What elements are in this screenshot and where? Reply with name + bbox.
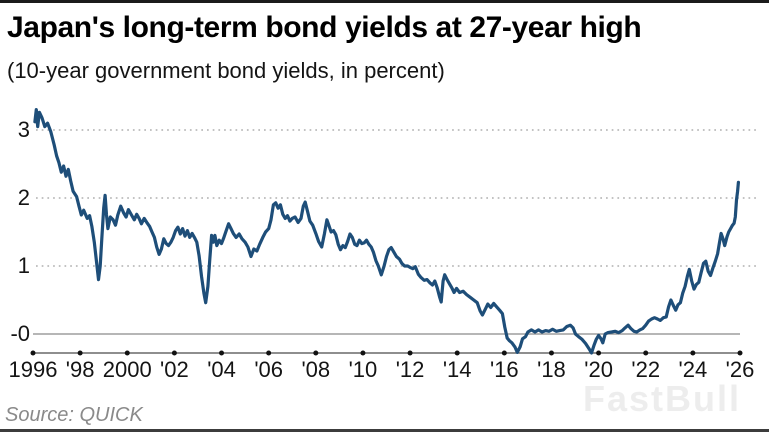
fastbull-watermark: FastBull (583, 378, 742, 419)
x-tick-label: '14 (442, 357, 472, 382)
axis-tick-dot (596, 350, 602, 356)
axis-tick-dot (501, 350, 507, 356)
top-border (0, 0, 769, 3)
axis-tick-dot (690, 350, 696, 356)
chart-subtitle: (10-year government bond yields, in perc… (7, 58, 445, 83)
axis-tick-dot (407, 350, 413, 356)
axis-tick-dot (77, 350, 83, 356)
y-tick-label: 1 (17, 253, 30, 278)
x-tick-label: '06 (254, 357, 283, 382)
y-tick-label: 2 (17, 185, 30, 210)
axis-tick-dot (548, 350, 554, 356)
x-tick-label: 1996 (8, 357, 58, 382)
source-note: Source: QUICK (5, 404, 143, 426)
x-tick-label: '26 (725, 357, 755, 382)
x-tick-label: '98 (65, 357, 95, 382)
axis-tick-dot (219, 350, 225, 356)
axis-tick-dot (737, 350, 743, 356)
axis-tick-dot (171, 350, 177, 356)
axis-tick-dot (30, 350, 36, 356)
yield-line (33, 107, 741, 355)
bottom-border (0, 429, 769, 432)
x-tick-label: '20 (584, 357, 613, 382)
x-tick-label: '10 (348, 357, 378, 382)
axis-tick-dot (266, 350, 272, 356)
y-tick-label: -0 (10, 321, 30, 346)
x-tick-label: '18 (537, 357, 566, 382)
axis-tick-dot (454, 350, 460, 356)
chart-title: Japan's long-term bond yields at 27-year… (7, 11, 642, 44)
x-tick-label: '22 (631, 357, 661, 382)
axis-tick-dot (124, 350, 130, 356)
x-tick-label: '08 (301, 357, 331, 382)
x-tick-label: '12 (395, 357, 425, 382)
x-tick-label: '16 (489, 357, 519, 382)
y-tick-label: 3 (17, 117, 30, 142)
axis-tick-dot (313, 350, 319, 356)
x-tick-label: 2000 (102, 357, 152, 382)
axis-tick-dot (643, 350, 649, 356)
axis-tick-dot (360, 350, 366, 356)
x-tick-label: '24 (678, 357, 708, 382)
x-tick-label: '02 (160, 357, 189, 382)
x-tick-label: '04 (207, 357, 236, 382)
